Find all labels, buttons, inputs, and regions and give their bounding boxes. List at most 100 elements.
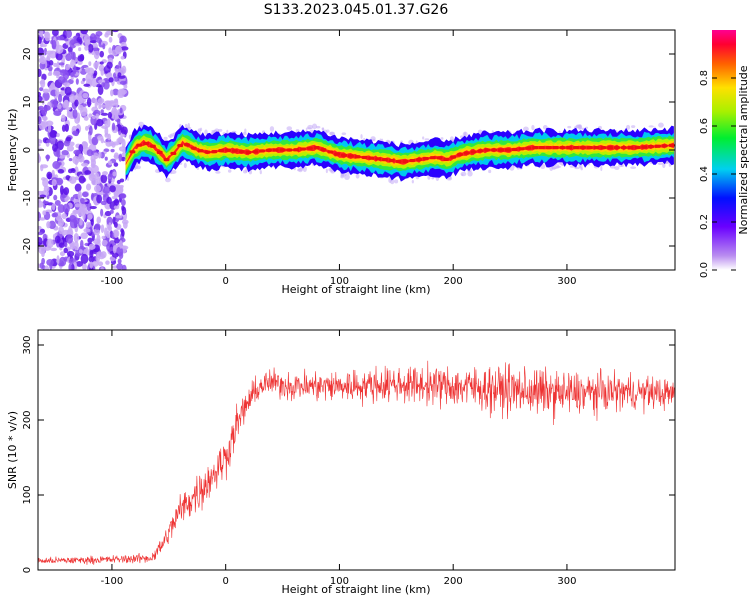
noise-speck [100, 112, 109, 116]
noise-speck [95, 113, 99, 119]
noise-speck [79, 197, 85, 204]
noise-speck [82, 141, 89, 148]
halo-speck [183, 162, 187, 169]
noise-speck [115, 65, 120, 69]
ridge-peak [620, 146, 627, 150]
noise-speck [104, 32, 109, 38]
colorbar-ticks: 0.0 0.2 0.4 0.6 0.8 [699, 70, 736, 278]
ridge-peak [573, 146, 580, 150]
ridge-peak [654, 144, 661, 148]
noise-speck [39, 87, 44, 92]
x-tick-label: 300 [557, 576, 576, 587]
noise-speck [88, 43, 94, 53]
noise-speck [113, 205, 120, 210]
colorbar-tick-label: 0.6 [699, 118, 710, 134]
ridge-peak [552, 146, 559, 150]
noise-speck [97, 85, 104, 96]
noise-speck [55, 87, 60, 98]
halo-speck [355, 173, 360, 179]
noise-speck [100, 67, 105, 76]
noise-speck [93, 49, 100, 60]
noise-speck [38, 36, 42, 45]
noise-speck [76, 112, 81, 122]
noise-speck [119, 107, 123, 114]
spectrogram-x-axis: -100 0 100 200 300 [101, 30, 576, 287]
x-tick-label: 0 [223, 576, 229, 587]
noise-speck [61, 149, 69, 156]
noise-speck [107, 173, 113, 182]
noise-speck [83, 83, 91, 87]
ridge-peak [422, 157, 429, 161]
ridge-peak [443, 157, 450, 161]
noise-speck [105, 141, 113, 147]
noise-speck [52, 30, 59, 37]
noise-speck [58, 242, 65, 248]
noise-speck [74, 99, 79, 107]
halo-speck [167, 134, 174, 138]
y-tick-label: 0 [22, 567, 33, 573]
noise-speck [80, 253, 89, 264]
noise-speck [88, 61, 92, 67]
halo-speck [462, 131, 468, 138]
noise-speck [72, 199, 80, 203]
noise-speck [78, 249, 83, 254]
noise-speck [96, 216, 102, 224]
ridge-peak [300, 147, 307, 151]
noise-speck [88, 243, 96, 250]
noise-speck [45, 139, 51, 144]
noise-speck [42, 210, 47, 216]
halo-speck [431, 177, 435, 180]
halo-speck [243, 169, 247, 174]
halo-speck [411, 179, 414, 184]
halo-speck [295, 129, 300, 133]
noise-speck [96, 251, 104, 258]
noise-speck [85, 221, 91, 228]
noise-speck [101, 82, 106, 88]
noise-speck [39, 56, 47, 65]
noise-speck [83, 228, 91, 233]
noise-speck [95, 83, 103, 88]
noise-speck [112, 245, 117, 254]
noise-speck [64, 64, 71, 71]
noise-speck [61, 114, 66, 123]
noise-speck [61, 229, 70, 236]
noise-speck [52, 70, 61, 77]
noise-speck [69, 242, 75, 250]
ridge-peak [668, 143, 675, 148]
x-tick-label: 200 [444, 576, 463, 587]
noise-speck [51, 39, 57, 49]
noise-speck [82, 263, 87, 270]
noise-speck [119, 185, 124, 194]
noise-speck [121, 264, 127, 270]
halo-speck [215, 171, 221, 174]
noise-speck [39, 30, 44, 38]
noise-speck [66, 250, 75, 257]
noise-speck [84, 125, 89, 131]
snr-background [38, 330, 675, 570]
noise-speck [68, 157, 73, 162]
noise-speck [88, 255, 95, 263]
halo-speck [389, 178, 395, 185]
y-tick-label: 10 [22, 96, 33, 109]
spectrogram-x-label: Height of straight line (km) [281, 283, 430, 296]
noise-speck [65, 234, 74, 244]
noise-speck [111, 30, 119, 33]
noise-speck [53, 110, 62, 116]
noise-speck [108, 222, 112, 231]
halo-speck [630, 166, 637, 169]
noise-speck [118, 251, 124, 260]
noise-speck [97, 151, 102, 159]
noise-speck [69, 214, 77, 223]
halo-speck [244, 128, 247, 134]
noise-speck [65, 30, 73, 39]
colorbar: 0.0 0.2 0.4 0.6 0.8 Normalized spectral ampl… [699, 30, 750, 278]
noise-speck [104, 156, 108, 161]
noise-speck [69, 39, 77, 49]
halo-speck [569, 165, 575, 168]
noise-speck [93, 184, 102, 193]
noise-speck [106, 61, 113, 69]
noise-speck [64, 38, 69, 42]
noise-speck [111, 195, 118, 200]
noise-speck [57, 218, 65, 227]
noise-speck [100, 137, 105, 144]
